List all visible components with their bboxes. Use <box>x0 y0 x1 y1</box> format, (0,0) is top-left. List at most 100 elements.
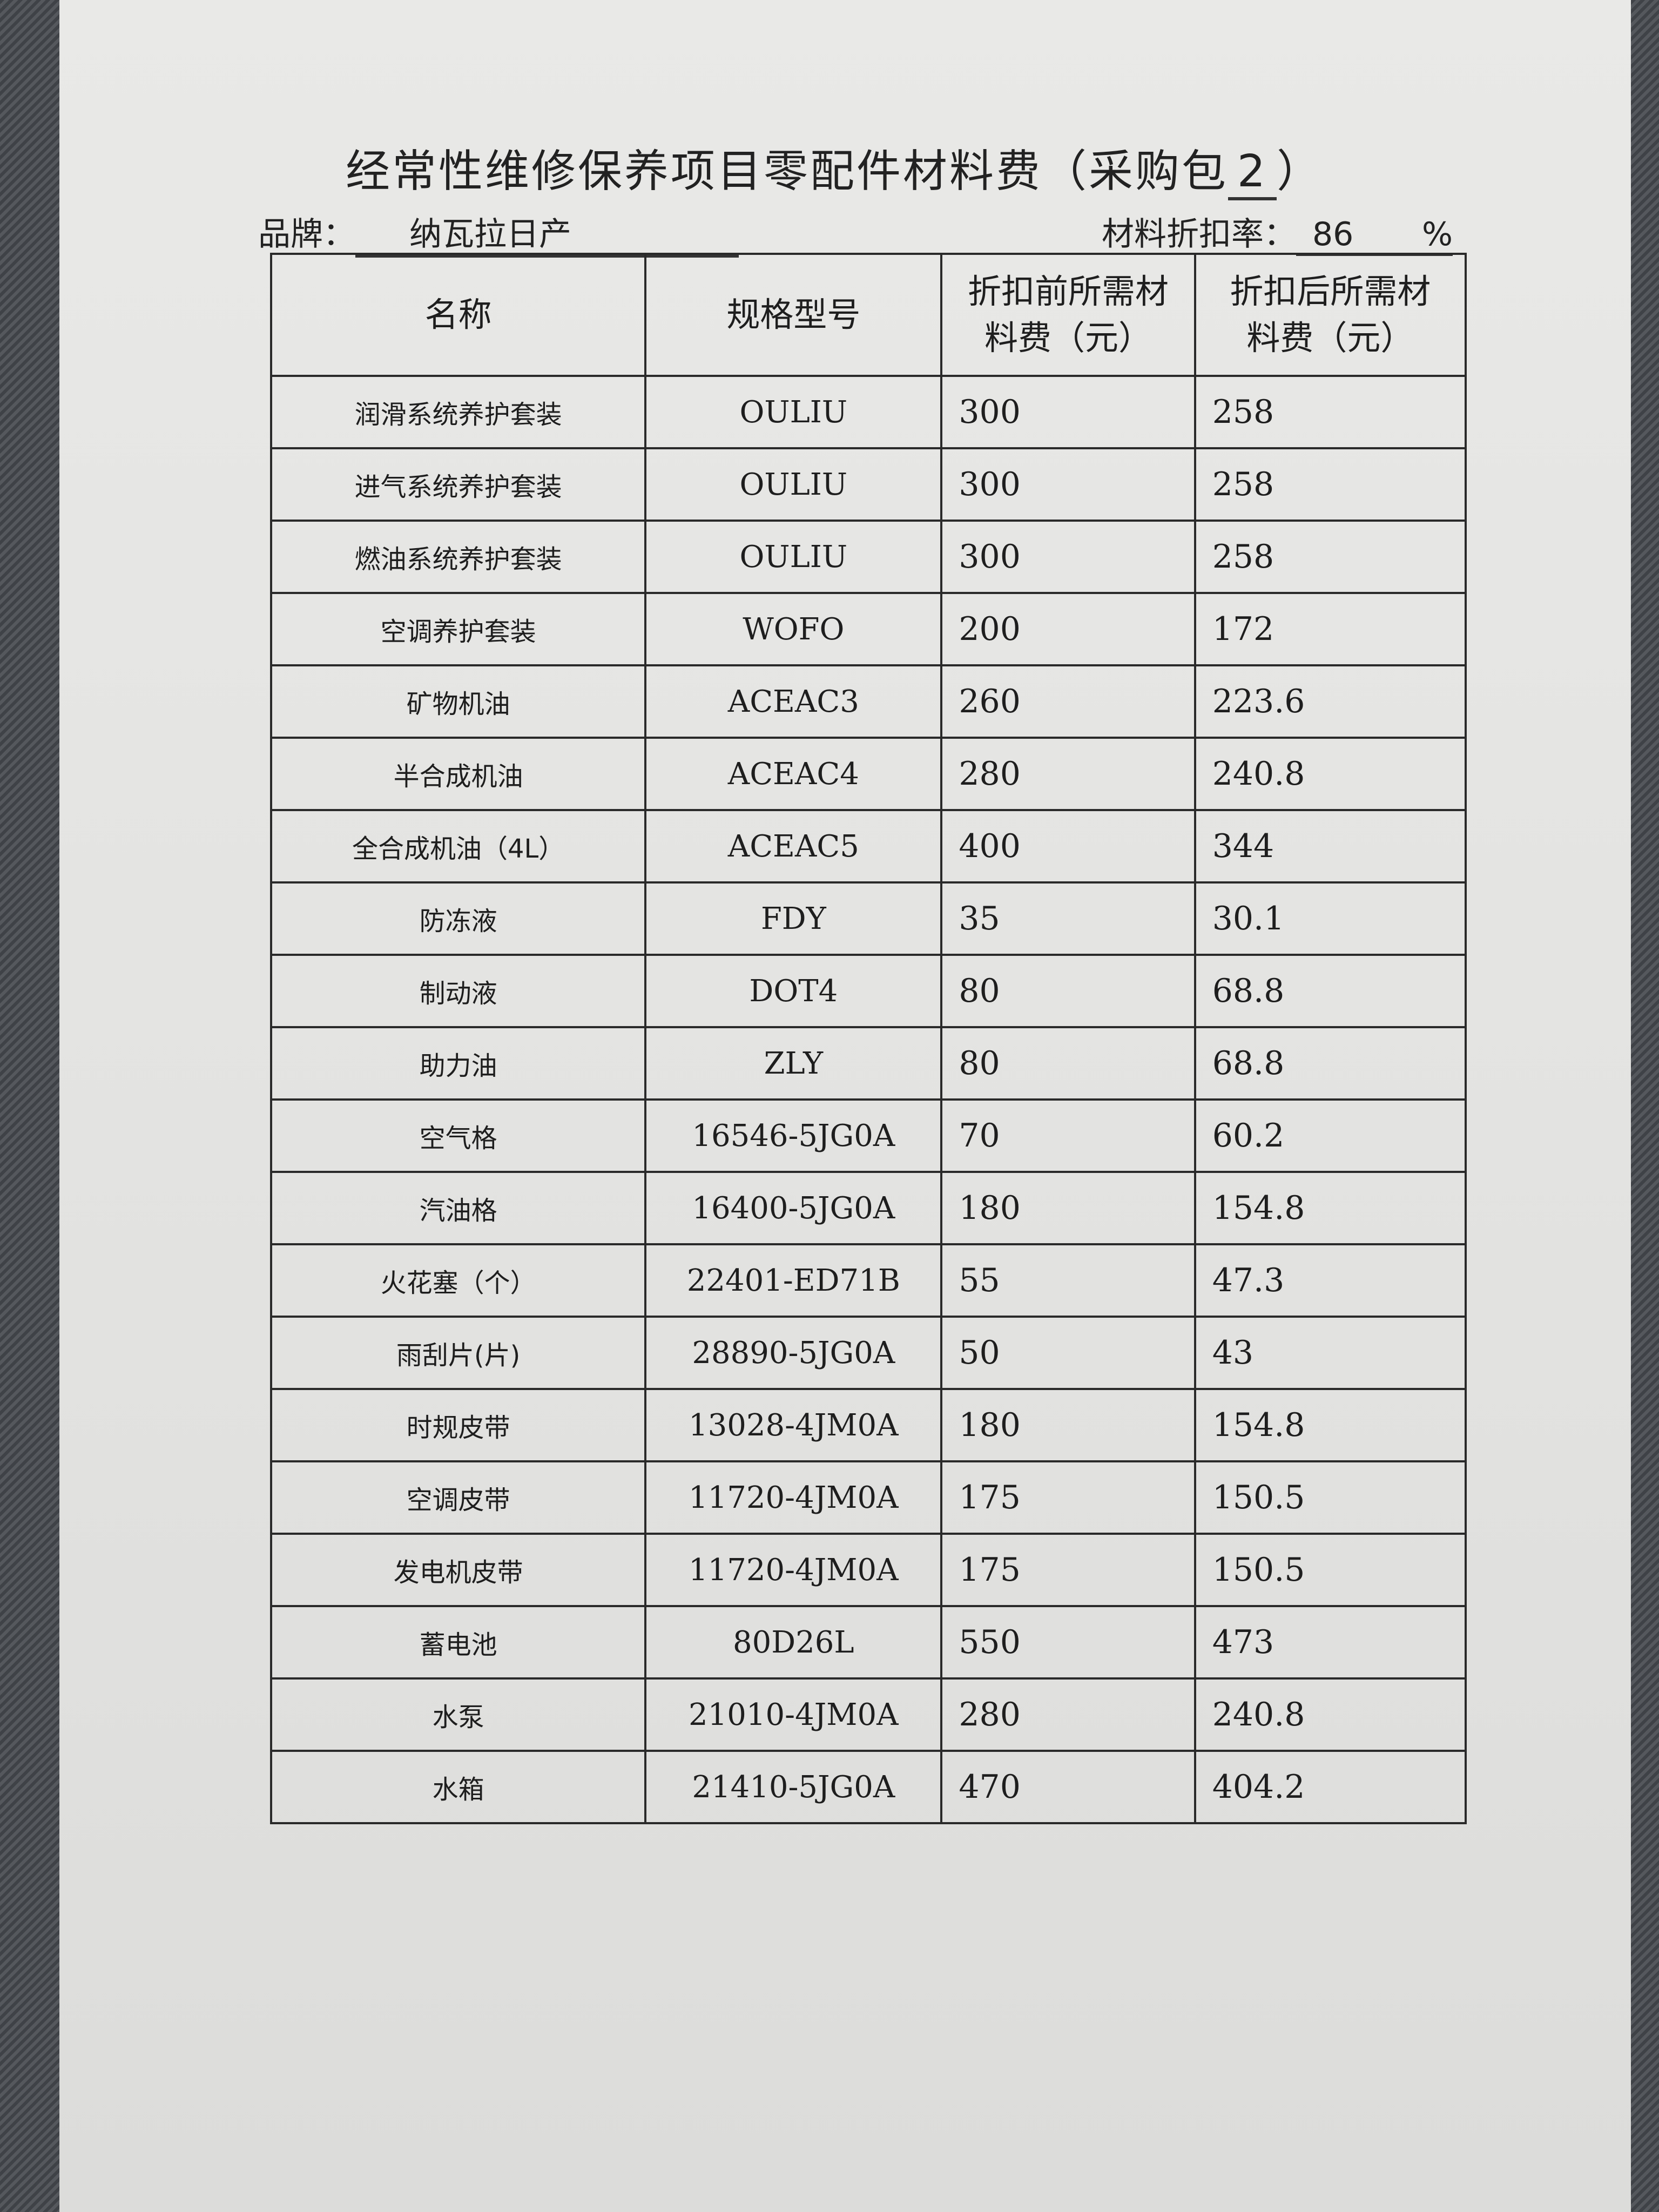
table-header: 名称 规格型号 折扣前所需材料费（元） 折扣后所需材料费（元） <box>269 253 1467 377</box>
item-name: 空调养护套装 <box>269 592 647 666</box>
header-model: 规格型号 <box>644 253 943 377</box>
item-model: ACEAC5 <box>644 809 943 884</box>
table-row: 时规皮带 13028-4JM0A 180 154.8 <box>269 1388 1467 1462</box>
price-after: 240.8 <box>1193 737 1467 811</box>
price-before: 550 <box>940 1605 1196 1680</box>
price-before: 80 <box>940 1026 1196 1101</box>
item-model: WOFO <box>644 592 943 666</box>
price-after: 172 <box>1193 592 1467 666</box>
item-name: 防冻液 <box>269 881 647 956</box>
price-before: 280 <box>940 1677 1196 1752</box>
price-before: 50 <box>940 1316 1196 1390</box>
price-before: 260 <box>940 664 1196 739</box>
price-after: 240.8 <box>1193 1677 1467 1752</box>
discount-field: 86% <box>1296 215 1453 256</box>
item-name: 空调皮带 <box>269 1460 647 1535</box>
price-after: 258 <box>1193 520 1467 594</box>
table-row: 空调皮带 11720-4JM0A 175 150.5 <box>269 1460 1467 1535</box>
item-name: 火花塞（个） <box>269 1243 647 1318</box>
price-before: 280 <box>940 737 1196 811</box>
price-after: 344 <box>1193 809 1467 884</box>
price-after: 258 <box>1193 375 1467 449</box>
price-after: 404.2 <box>1193 1750 1467 1824</box>
item-model: OULIU <box>644 447 943 522</box>
item-name: 全合成机油（4L） <box>269 809 647 884</box>
table-row: 润滑系统养护套装 OULIU 300 258 <box>269 375 1467 449</box>
table-row: 制动液 DOT4 80 68.8 <box>269 954 1467 1028</box>
header-price-before: 折扣前所需材料费（元） <box>940 253 1196 377</box>
price-after: 43 <box>1193 1316 1467 1390</box>
table-row: 雨刮片(片) 28890-5JG0A 50 43 <box>269 1316 1467 1390</box>
price-after: 68.8 <box>1193 954 1467 1028</box>
item-model: ZLY <box>644 1026 943 1101</box>
table-row: 助力油 ZLY 80 68.8 <box>269 1026 1467 1101</box>
price-after: 473 <box>1193 1605 1467 1680</box>
item-name: 汽油格 <box>269 1171 647 1245</box>
table-row: 全合成机油（4L） ACEAC5 400 344 <box>269 809 1467 884</box>
item-name: 燃油系统养护套装 <box>269 520 647 594</box>
price-after: 150.5 <box>1193 1460 1467 1535</box>
item-model: 21010-4JM0A <box>644 1677 943 1752</box>
price-after: 47.3 <box>1193 1243 1467 1318</box>
table-row: 半合成机油 ACEAC4 280 240.8 <box>269 737 1467 811</box>
item-model: 16546-5JG0A <box>644 1098 943 1173</box>
item-model: 22401-ED71B <box>644 1243 943 1318</box>
price-after: 154.8 <box>1193 1388 1467 1462</box>
materials-table: 名称 规格型号 折扣前所需材料费（元） 折扣后所需材料费（元） 润滑系统养护套装… <box>269 253 1467 1824</box>
price-before: 70 <box>940 1098 1196 1173</box>
item-name: 发电机皮带 <box>269 1533 647 1607</box>
item-model: 11720-4JM0A <box>644 1533 943 1607</box>
table-row: 防冻液 FDY 35 30.1 <box>269 881 1467 956</box>
item-name: 助力油 <box>269 1026 647 1101</box>
item-model: OULIU <box>644 375 943 449</box>
price-before: 55 <box>940 1243 1196 1318</box>
price-before: 175 <box>940 1460 1196 1535</box>
table-row: 水箱 21410-5JG0A 470 404.2 <box>269 1750 1467 1824</box>
item-model: OULIU <box>644 520 943 594</box>
item-model: 80D26L <box>644 1605 943 1680</box>
item-model: 21410-5JG0A <box>644 1750 943 1824</box>
table-row: 发电机皮带 11720-4JM0A 175 150.5 <box>269 1533 1467 1607</box>
item-model: ACEAC4 <box>644 737 943 811</box>
price-after: 68.8 <box>1193 1026 1467 1101</box>
item-name: 矿物机油 <box>269 664 647 739</box>
item-model: 13028-4JM0A <box>644 1388 943 1462</box>
price-before: 35 <box>940 881 1196 956</box>
price-before: 300 <box>940 520 1196 594</box>
table-row: 矿物机油 ACEAC3 260 223.6 <box>269 664 1467 739</box>
price-after: 258 <box>1193 447 1467 522</box>
brand-value: 纳瓦拉日产 <box>355 208 739 258</box>
price-before: 180 <box>940 1388 1196 1462</box>
table-row: 水泵 21010-4JM0A 280 240.8 <box>269 1677 1467 1752</box>
price-after: 154.8 <box>1193 1171 1467 1245</box>
header-price-after: 折扣后所需材料费（元） <box>1193 253 1467 377</box>
item-name: 制动液 <box>269 954 647 1028</box>
item-name: 进气系统养护套装 <box>269 447 647 522</box>
item-name: 蓄电池 <box>269 1605 647 1680</box>
price-after: 150.5 <box>1193 1533 1467 1607</box>
item-model: 11720-4JM0A <box>644 1460 943 1535</box>
item-name: 时规皮带 <box>269 1388 647 1462</box>
item-name: 水泵 <box>269 1677 647 1752</box>
price-after: 223.6 <box>1193 664 1467 739</box>
table-row: 蓄电池 80D26L 550 473 <box>269 1605 1467 1680</box>
item-name: 空气格 <box>269 1098 647 1173</box>
price-after: 30.1 <box>1193 881 1467 956</box>
document-title: 经常性维修保养项目零配件材料费（采购包 2） <box>346 135 1323 200</box>
price-before: 200 <box>940 592 1196 666</box>
table-row: 火花塞（个） 22401-ED71B 55 47.3 <box>269 1243 1467 1318</box>
table-row: 进气系统养护套装 OULIU 300 258 <box>269 447 1467 522</box>
item-model: DOT4 <box>644 954 943 1028</box>
discount-line: 材料折扣率： 86% <box>1102 208 1453 256</box>
item-model: 28890-5JG0A <box>644 1316 943 1390</box>
table-row: 空调养护套装 WOFO 200 172 <box>269 592 1467 666</box>
price-before: 180 <box>940 1171 1196 1245</box>
item-model: ACEAC3 <box>644 664 943 739</box>
price-before: 470 <box>940 1750 1196 1824</box>
price-before: 300 <box>940 447 1196 522</box>
item-name: 半合成机油 <box>269 737 647 811</box>
price-before: 300 <box>940 375 1196 449</box>
item-name: 水箱 <box>269 1750 647 1824</box>
price-after: 60.2 <box>1193 1098 1467 1173</box>
header-name: 名称 <box>269 253 647 377</box>
